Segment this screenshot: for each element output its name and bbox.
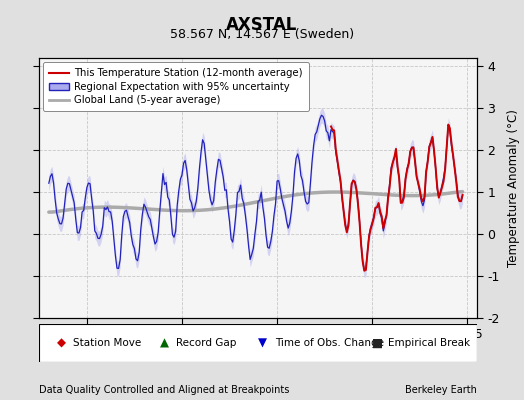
- Y-axis label: Temperature Anomaly (°C): Temperature Anomaly (°C): [507, 109, 520, 267]
- Text: ◆: ◆: [57, 336, 66, 350]
- Text: Station Move: Station Move: [73, 338, 141, 348]
- Text: ▼: ▼: [258, 336, 267, 350]
- Text: ▲: ▲: [160, 336, 169, 350]
- Text: 58.567 N, 14.567 E (Sweden): 58.567 N, 14.567 E (Sweden): [170, 28, 354, 41]
- Text: Record Gap: Record Gap: [176, 338, 237, 348]
- Text: ■: ■: [372, 336, 383, 350]
- Text: Berkeley Earth: Berkeley Earth: [405, 385, 477, 395]
- Text: Time of Obs. Change: Time of Obs. Change: [275, 338, 384, 348]
- Legend: This Temperature Station (12-month average), Regional Expectation with 95% uncer: This Temperature Station (12-month avera…: [43, 62, 309, 111]
- Text: AXSTAL: AXSTAL: [226, 16, 298, 34]
- Text: Empirical Break: Empirical Break: [388, 338, 471, 348]
- Text: Data Quality Controlled and Aligned at Breakpoints: Data Quality Controlled and Aligned at B…: [39, 385, 290, 395]
